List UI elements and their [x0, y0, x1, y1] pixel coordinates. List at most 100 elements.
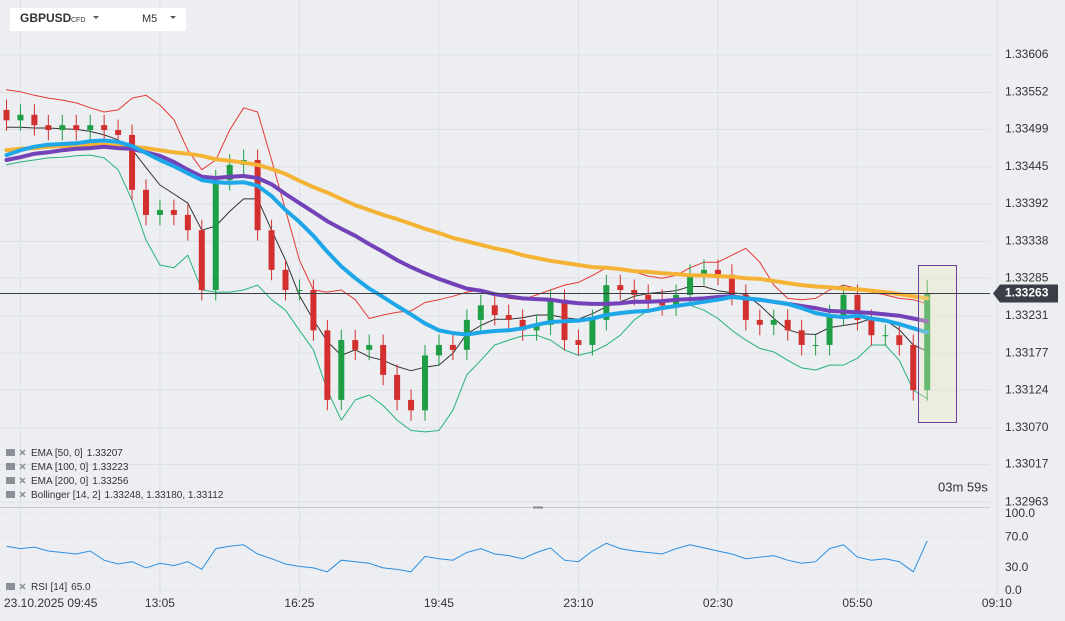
candle-body [324, 330, 331, 400]
candle-body [589, 319, 596, 345]
x-tick-label: 23:10 [563, 596, 593, 610]
candle-body [477, 305, 484, 320]
candle-body [408, 399, 415, 411]
y-tick-label: 1.33606 [1005, 47, 1049, 61]
legend-label: EMA [100, 0] [31, 462, 88, 473]
candle-body [742, 294, 749, 320]
ema-layer [4, 138, 930, 573]
candle-body [59, 125, 66, 131]
legend-entry: RSI [14] 65.0 [31, 582, 91, 593]
indicator-line [6, 89, 928, 319]
candle-body [728, 274, 735, 295]
candle-body [812, 344, 819, 346]
candle-body [491, 305, 498, 316]
timeframe-caret[interactable] [170, 16, 176, 19]
legend-icon [6, 491, 15, 498]
candle-body [868, 319, 875, 336]
candle-body [212, 180, 219, 291]
candle-body [170, 210, 177, 215]
candle-body [687, 274, 694, 295]
candle-body [115, 130, 122, 135]
grid-layer: 1.33606 1.33552 1.33499 1.33445 1.33392 1.333… [0, 0, 1049, 610]
candle-body [380, 344, 387, 375]
candle-body [296, 290, 303, 292]
legend-close [19, 463, 26, 470]
y-tick-label: 1.33445 [1005, 159, 1049, 173]
legend-label: RSI [14] [31, 582, 67, 593]
last-price-tag [993, 284, 1058, 303]
candle-body [714, 269, 721, 275]
x-tick-label: 19:45 [424, 596, 454, 610]
candle-body [101, 125, 108, 131]
y-tick-label: 1.33285 [1005, 270, 1049, 284]
x-tick-label: 02:30 [703, 596, 733, 610]
candle-body [422, 355, 428, 411]
rsi-tick-label: 70.0 [1005, 529, 1029, 543]
candle-body [882, 335, 889, 337]
candle-body [268, 230, 275, 270]
y-tick-label: 1.33017 [1005, 457, 1049, 471]
candle-body [129, 134, 136, 190]
candle-body [924, 293, 931, 391]
legend-close [19, 449, 26, 456]
instrument: CFD [71, 17, 85, 24]
candle-body [617, 285, 624, 291]
candle-body [394, 374, 401, 400]
candle-body [73, 125, 80, 131]
candle-body [449, 344, 456, 350]
x-tick-label: 16:25 [284, 596, 314, 610]
highlight-box [918, 265, 957, 423]
candle-body [631, 290, 638, 295]
legend-entry: EMA [200, 0] 1.33256 [31, 476, 129, 487]
legend-label: EMA [50, 0] [31, 448, 83, 459]
legend-entry: Bollinger [14, 2] 1.33248, 1.33180, 1.331… [31, 490, 224, 501]
candle-body [505, 315, 512, 320]
symbol-caret[interactable] [93, 16, 99, 19]
y-tick-label: 1.33070 [1005, 420, 1049, 434]
y-tick-label: 1.32963 [1005, 494, 1049, 508]
legend-close [19, 477, 26, 484]
candle-body [254, 159, 261, 231]
symbol-box[interactable] [10, 8, 186, 31]
candle-body [87, 125, 94, 131]
candle-body [575, 340, 582, 345]
candle-body [143, 189, 149, 215]
candle-body [547, 299, 554, 325]
y-tick-label: 1.33231 [1005, 308, 1049, 322]
legend-value: 1.33223 [92, 462, 129, 473]
last-price-label: 1.33263 [1005, 286, 1049, 300]
candle-body [770, 319, 777, 325]
x-tick-label: 23.10.2025 09:45 [4, 596, 98, 610]
candle-body [519, 319, 526, 331]
candle-body [282, 269, 289, 291]
candle-body [226, 164, 233, 181]
legend-label: Bollinger [14, 2] [31, 490, 101, 501]
legend-value: 1.33207 [87, 448, 124, 459]
legend-entry: EMA [50, 0] 1.33207 [31, 448, 123, 459]
candle-body [798, 330, 805, 345]
legend-icon [6, 477, 15, 484]
legend-close [19, 583, 26, 590]
candle-body [756, 319, 763, 325]
candle-body [156, 210, 163, 215]
legend-icon [6, 463, 15, 470]
candle-body [17, 114, 24, 121]
candle-body [45, 125, 52, 131]
candle-body [854, 294, 861, 320]
x-tick-label: 13:05 [145, 596, 175, 610]
legend-icon [6, 449, 15, 456]
y-tick-label: 1.33499 [1005, 122, 1049, 136]
candle-body [701, 269, 707, 275]
legend-value: 1.33256 [92, 476, 129, 487]
candle-body [31, 114, 38, 126]
candle-body [910, 344, 917, 391]
legend-icon [6, 583, 15, 590]
legend-close [19, 491, 26, 498]
rsi-tick-label: 100.0 [1005, 506, 1035, 520]
y-tick-label: 1.33552 [1005, 85, 1049, 99]
rsi-tick-label: 0.0 [1005, 583, 1022, 597]
overlay-layer: GBPUSD CFD M5 03m 59s 1.33263 EMA [50, 0]… [0, 8, 1058, 593]
timeframe: M5 [142, 13, 157, 25]
